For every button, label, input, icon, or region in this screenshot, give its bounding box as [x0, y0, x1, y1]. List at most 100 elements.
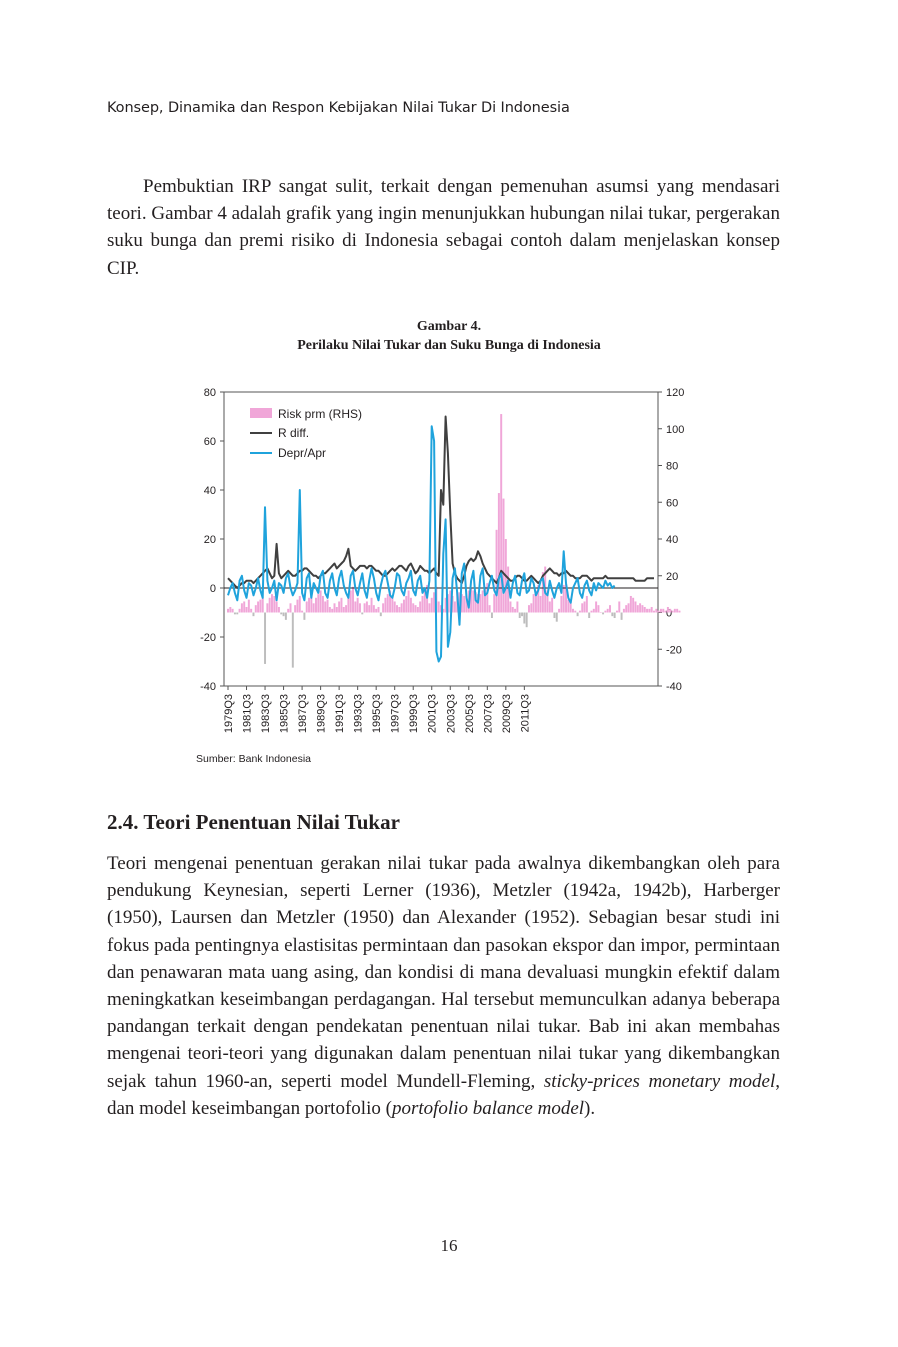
- section-text-part2: , dan model keseimbangan portofolio (: [107, 1070, 780, 1119]
- risk-premium-bar: [240, 603, 243, 613]
- risk-premium-bar: [659, 608, 662, 613]
- risk-premium-bar: [676, 608, 679, 613]
- risk-premium-bar: [622, 608, 625, 613]
- risk-premium-bar: [646, 608, 649, 613]
- x-axis-tick-label: 1979Q3: [223, 694, 235, 733]
- risk-premium-bar: [611, 612, 614, 617]
- risk-premium-bar: [275, 601, 278, 613]
- section-text-part1: Teori mengenai penentuan gerakan nilai t…: [107, 853, 780, 1092]
- risk-premium-bar: [294, 605, 297, 613]
- right-axis-tick-label: -40: [666, 681, 682, 693]
- risk-premium-bar: [569, 601, 572, 613]
- x-axis-tick-label: 1983Q3: [260, 694, 272, 733]
- risk-premium-bar: [537, 584, 540, 613]
- risk-premium-bar: [442, 608, 445, 613]
- risk-premium-bar: [245, 606, 248, 613]
- risk-premium-bar: [530, 603, 533, 613]
- risk-premium-bar: [298, 595, 301, 613]
- risk-premium-bar: [495, 529, 498, 613]
- risk-premium-bar: [386, 594, 389, 613]
- risk-premium-bar: [261, 597, 264, 613]
- risk-premium-bar: [562, 584, 565, 613]
- right-axis-tick-label: 0: [666, 608, 672, 620]
- x-axis-tick-label: 2005Q3: [464, 694, 476, 733]
- x-axis-tick-label: 2007Q3: [482, 694, 494, 733]
- risk-premium-bar: [407, 590, 410, 613]
- x-axis-tick-label: 1995Q3: [371, 694, 383, 733]
- x-axis-tick-label: 1991Q3: [334, 694, 346, 733]
- risk-premium-bar: [414, 605, 417, 613]
- risk-premium-bar: [236, 612, 239, 615]
- risk-premium-bar: [444, 597, 447, 613]
- risk-premium-bar: [345, 605, 348, 613]
- risk-premium-bar: [321, 595, 324, 613]
- intro-text: Pembuktian IRP sangat sulit, terkait den…: [107, 176, 780, 279]
- risk-premium-bar: [247, 599, 250, 613]
- risk-premium-bar: [493, 594, 496, 613]
- risk-premium-bar: [567, 599, 570, 613]
- left-axis-tick-label: 0: [210, 583, 216, 595]
- risk-premium-bar: [595, 601, 598, 613]
- risk-premium-bar: [518, 612, 521, 619]
- risk-premium-bar: [539, 595, 542, 613]
- right-axis-tick-label: -20: [666, 644, 682, 656]
- risk-premium-bar: [396, 605, 398, 613]
- risk-premium-bar: [463, 595, 466, 613]
- risk-premium-bar: [581, 603, 584, 613]
- risk-premium-bar: [555, 612, 558, 622]
- risk-premium-bar: [546, 590, 549, 613]
- risk-premium-bar: [585, 595, 588, 613]
- risk-premium-bar: [653, 610, 655, 613]
- risk-premium-bar: [356, 597, 359, 613]
- x-axis-tick-label: 2011Q3: [519, 694, 531, 732]
- x-axis-tick-label: 1993Q3: [353, 694, 365, 733]
- risk-premium-bar: [460, 594, 463, 613]
- risk-premium-bar: [305, 601, 308, 613]
- risk-premium-bar: [291, 612, 294, 668]
- x-axis-tick-label: 2009Q3: [501, 694, 513, 733]
- risk-premium-bar: [377, 606, 380, 613]
- risk-premium-bar: [657, 610, 660, 613]
- risk-premium-bar: [289, 603, 292, 613]
- risk-premium-bar: [342, 606, 345, 613]
- risk-premium-bar: [231, 608, 234, 613]
- left-axis-tick-label: -20: [200, 632, 216, 644]
- risk-premium-bar: [264, 612, 267, 664]
- risk-premium-bar: [368, 605, 371, 613]
- risk-premium-bar: [618, 601, 621, 613]
- risk-premium-bar: [620, 612, 623, 620]
- risk-premium-bar: [324, 601, 327, 613]
- x-axis-tick-label: 2001Q3: [427, 694, 439, 733]
- risk-premium-bar: [229, 606, 232, 613]
- left-axis-tick-label: -40: [200, 681, 216, 693]
- risk-premium-bar: [655, 608, 658, 613]
- risk-premium-bar: [416, 606, 419, 613]
- risk-premium-bar: [625, 605, 628, 613]
- series-line-r-diff: [227, 415, 654, 589]
- risk-premium-bar: [488, 605, 491, 613]
- risk-premium-bar: [490, 612, 493, 619]
- risk-premium-bar: [671, 610, 674, 613]
- risk-premium-bar: [534, 590, 537, 613]
- risk-premium-bar: [553, 612, 556, 619]
- risk-premium-bar: [479, 594, 482, 613]
- risk-premium-bar: [472, 590, 475, 613]
- italic-term-sticky-prices: sticky-prices monetary model: [543, 1070, 776, 1092]
- risk-premium-bar: [511, 606, 514, 613]
- risk-premium-bar: [558, 608, 561, 613]
- risk-premium-bar: [662, 608, 665, 613]
- risk-premium-bar: [588, 612, 591, 619]
- chart: 80 60 40 20 0 -20 -40 120 100 80 60 40 20 0 -20 -40 1979…: [190, 378, 710, 738]
- risk-premium-bar: [639, 603, 642, 613]
- risk-premium-bar: [259, 599, 262, 613]
- risk-premium-bar: [481, 590, 484, 613]
- risk-premium-bar: [284, 612, 287, 620]
- risk-premium-bar: [273, 595, 276, 613]
- risk-premium-bar: [349, 590, 352, 613]
- figure-caption: Perilaku Nilai Tukar dan Suku Bunga di I…: [297, 338, 601, 353]
- risk-premium-bar: [583, 601, 586, 613]
- risk-premium-bar: [507, 566, 510, 613]
- legend-swatch-risk: [250, 408, 272, 418]
- risk-premium-bar: [574, 610, 577, 613]
- risk-premium-bar: [500, 414, 503, 613]
